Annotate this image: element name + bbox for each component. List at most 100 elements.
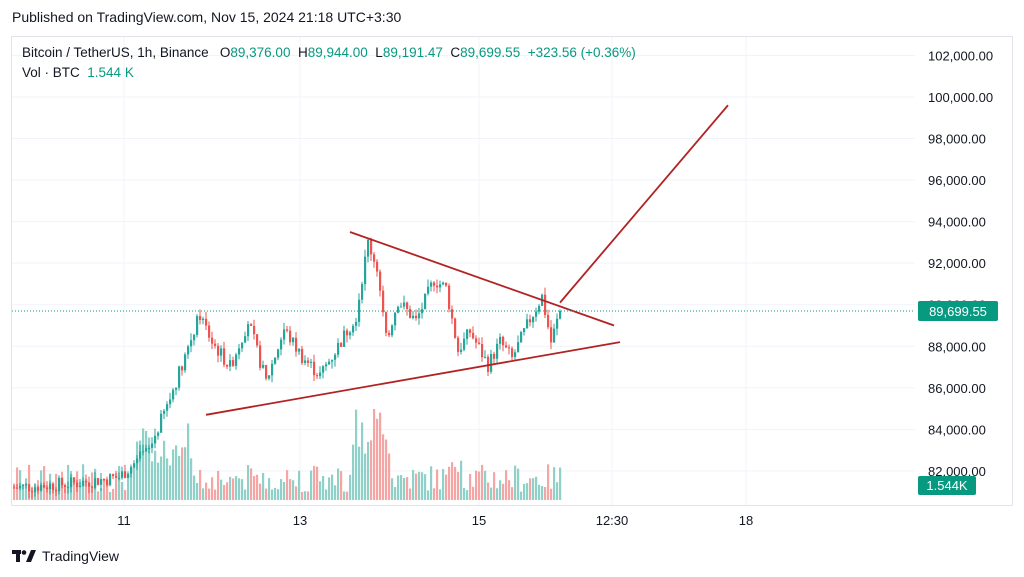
volume-bar — [298, 470, 301, 500]
candle-body — [478, 342, 481, 345]
candle-body — [28, 484, 31, 492]
candle-body — [280, 339, 283, 350]
candle-body — [475, 338, 478, 343]
volume-bar — [400, 475, 403, 500]
candle-body — [37, 487, 40, 491]
candle-body — [325, 364, 328, 367]
candle-body — [22, 484, 25, 486]
volume-bar — [256, 474, 259, 500]
candle-body — [136, 458, 139, 464]
candle-body — [61, 477, 64, 486]
last-price-badge — [918, 300, 998, 321]
candle-body — [85, 480, 88, 483]
candle-body — [343, 330, 346, 347]
volume-bar — [376, 418, 379, 500]
candle-body — [25, 484, 28, 486]
volume-bar — [265, 488, 268, 500]
volume-bar — [370, 440, 373, 500]
volume-bar — [136, 441, 139, 500]
candle-body — [523, 328, 526, 333]
volume-bar — [142, 428, 145, 500]
volume-bar — [247, 465, 250, 500]
candle-body — [340, 343, 343, 347]
volume-bar — [463, 487, 466, 500]
volume-bar — [469, 474, 472, 500]
candle-body — [184, 354, 187, 371]
candle-body — [511, 348, 514, 357]
candle-body — [469, 329, 472, 333]
candle-body — [376, 261, 379, 272]
volume-bar — [106, 483, 109, 500]
volume-bar — [277, 489, 280, 500]
candle-body — [415, 315, 418, 319]
low-label: L — [375, 45, 383, 60]
candle-body — [349, 332, 352, 336]
volume-bar — [373, 409, 376, 500]
close-label: C — [450, 45, 461, 60]
volume-bar — [409, 488, 412, 500]
candle-body — [460, 349, 463, 352]
volume-bar — [490, 487, 493, 500]
candle-body — [205, 318, 208, 326]
candle-body — [391, 325, 394, 336]
candle-body — [118, 477, 121, 479]
candle-body — [454, 318, 457, 338]
volume-bar — [397, 475, 400, 500]
volume-bar — [334, 485, 337, 500]
symbol-label: Bitcoin / TetherUS, 1h, Binance — [22, 45, 209, 60]
volume-bar — [103, 478, 106, 500]
candle-body — [379, 271, 382, 291]
volume-bar — [124, 490, 127, 500]
volume-bar — [250, 468, 253, 500]
volume-bar — [244, 489, 247, 500]
candle-body — [334, 354, 337, 360]
chart-frame[interactable] — [11, 36, 1013, 506]
volume-bar — [556, 482, 559, 500]
candle-body — [547, 314, 550, 328]
candle-body — [226, 364, 229, 367]
candle-body — [79, 485, 82, 488]
candle-body — [283, 329, 286, 340]
candle-body — [559, 310, 562, 319]
volume-bar — [541, 486, 544, 500]
volume-bar — [193, 475, 196, 500]
volume-bar — [145, 430, 148, 500]
candle-body — [31, 491, 34, 493]
volume-bar — [169, 465, 172, 500]
volume-bar — [340, 471, 343, 500]
tradingview-logo-icon — [12, 550, 36, 562]
candle-body — [244, 336, 247, 343]
candle-body — [43, 484, 46, 488]
candle-body — [535, 311, 538, 317]
candle-body — [517, 342, 520, 353]
volume-bar — [484, 470, 487, 500]
volume-bar — [526, 483, 529, 500]
volume-bar — [226, 482, 229, 500]
volume-bar — [325, 489, 328, 500]
candle-body — [256, 334, 259, 346]
candle-body — [322, 366, 325, 373]
volume-bar — [553, 467, 556, 500]
candle-body — [538, 305, 541, 312]
volume-bar — [445, 474, 448, 500]
volume-bar — [127, 475, 130, 500]
volume-badge-label: 1.544K — [926, 478, 968, 493]
candle-body — [289, 330, 292, 343]
volume-bar — [172, 449, 175, 500]
candle-body — [217, 345, 220, 356]
volume-bar — [436, 469, 439, 500]
candle-body — [70, 477, 73, 488]
volume-bar — [262, 472, 265, 500]
candle-body — [466, 329, 469, 339]
candle-body — [445, 282, 448, 286]
candle-body — [103, 479, 106, 481]
candle-body — [250, 324, 253, 326]
candle-body — [241, 342, 244, 349]
footer-brand[interactable]: TradingView — [12, 548, 119, 564]
candle-body — [139, 451, 142, 459]
volume-bar — [16, 467, 19, 500]
volume-bar — [523, 483, 526, 500]
volume-bar — [235, 476, 238, 500]
candle-body — [97, 478, 100, 485]
